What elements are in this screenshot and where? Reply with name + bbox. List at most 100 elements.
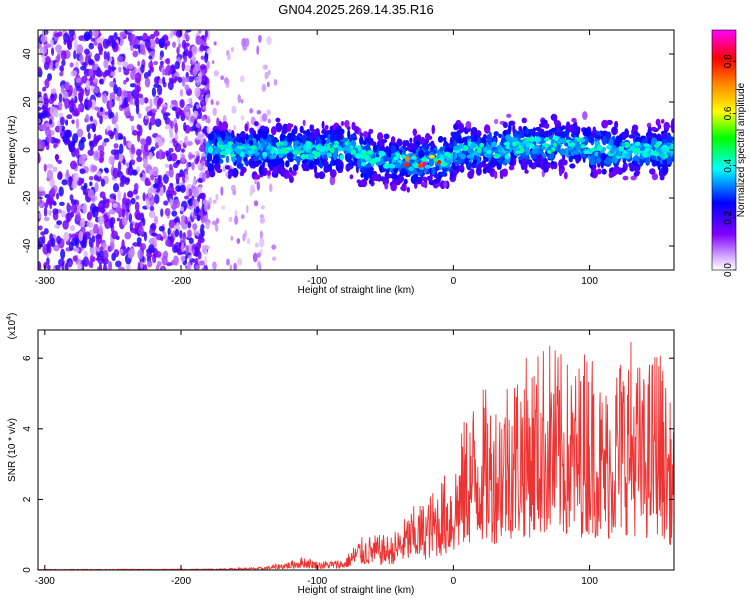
heatmap-cell — [194, 86, 201, 98]
heatmap-cell — [48, 119, 53, 125]
heatmap-cell — [404, 139, 410, 147]
heatmap-cell — [184, 195, 190, 200]
heatmap-cell — [204, 202, 209, 212]
heatmap-cell — [296, 156, 301, 166]
heatmap-cell — [252, 188, 255, 193]
heatmap-cell — [200, 224, 205, 230]
heatmap-cell — [199, 143, 205, 152]
heatmap-cell — [324, 125, 329, 130]
heatmap-cell — [72, 133, 79, 144]
heatmap-cell — [102, 38, 110, 50]
heatmap-cell — [651, 137, 658, 146]
heatmap-cell — [634, 141, 641, 147]
heatmap-cell — [80, 185, 85, 191]
heatmap-cell — [582, 111, 588, 120]
heatmap-cell — [518, 125, 523, 132]
heatmap-cell — [70, 70, 78, 77]
heatmap-cell — [329, 125, 333, 134]
heatmap-cell — [191, 45, 198, 55]
heatmap-cell — [71, 233, 78, 239]
heatmap-cell — [571, 117, 577, 123]
heatmap-cell — [70, 97, 75, 109]
heatmap-cell — [267, 118, 271, 124]
heatmap-cell — [146, 252, 153, 258]
heatmap-cell — [65, 169, 70, 178]
heatmap-cell — [472, 159, 478, 164]
heatmap-cell — [57, 173, 62, 180]
heatmap-cell — [621, 142, 626, 148]
heatmap-cell — [40, 231, 46, 236]
heatmap-cell — [319, 134, 326, 141]
heatmap-cell — [601, 168, 607, 175]
heatmap-cell — [92, 64, 98, 71]
heatmap-cell — [605, 156, 612, 165]
heatmap-cell — [351, 149, 357, 155]
heatmap-cell — [152, 254, 157, 264]
heatmap-cell — [148, 55, 153, 60]
heatmap-cell — [559, 138, 567, 144]
heatmap-cell — [38, 212, 42, 219]
heatmap-cell — [74, 96, 78, 104]
heatmap-cell — [50, 237, 56, 248]
heatmap-cell — [443, 137, 447, 142]
heatmap-cell — [380, 138, 388, 144]
heatmap-cell — [153, 76, 160, 85]
heatmap-cell — [378, 150, 386, 157]
heatmap-cell — [388, 157, 392, 164]
heatmap-cell — [508, 165, 515, 171]
heatmap-cell — [213, 41, 217, 46]
heatmap-cell — [235, 148, 242, 155]
heatmap-cell — [154, 118, 162, 127]
heatmap-cell — [194, 257, 199, 265]
heatmap-cell — [242, 44, 248, 51]
heatmap-cell — [83, 231, 91, 240]
heatmap-cell — [211, 220, 218, 226]
heatmap-cell — [246, 204, 249, 214]
heatmap-cell — [122, 91, 129, 97]
heatmap-cell — [360, 172, 364, 178]
heatmap-cell — [221, 205, 226, 210]
heatmap-cell — [651, 173, 658, 181]
heatmap-cell — [543, 122, 550, 129]
heatmap-cell — [173, 218, 179, 223]
heatmap-cell — [184, 174, 190, 183]
heatmap-cell — [139, 96, 145, 106]
heatmap-cell — [293, 125, 298, 135]
heatmap-cell — [173, 199, 181, 209]
heatmap-cell — [68, 84, 73, 95]
heatmap-cell — [119, 143, 124, 155]
heatmap-cell — [118, 152, 123, 163]
heatmap-cell — [280, 166, 286, 176]
heatmap-cell — [77, 103, 82, 110]
heatmap-cell — [71, 110, 79, 117]
heatmap-cell — [123, 97, 129, 107]
heatmap-cell — [340, 120, 345, 127]
heatmap-cell — [103, 138, 110, 143]
y-tick-label: 4 — [22, 426, 33, 432]
heatmap-cell — [423, 168, 429, 174]
heatmap-cell — [110, 149, 118, 156]
heatmap-cell — [191, 208, 194, 217]
heatmap-cell — [286, 123, 294, 129]
heatmap-cell — [410, 174, 417, 184]
heatmap-cell — [200, 115, 206, 122]
heatmap-cell — [151, 87, 157, 97]
heatmap-cell — [123, 192, 127, 204]
heatmap-cell — [108, 155, 115, 165]
heatmap-cell — [204, 30, 208, 38]
heatmap-cell — [243, 156, 248, 162]
heatmap-cell — [658, 152, 666, 158]
heatmap-cell — [288, 157, 294, 163]
heatmap-cell — [143, 264, 148, 270]
heatmap-cell — [541, 145, 546, 150]
heatmap-cell — [160, 266, 165, 270]
heatmap-cell — [253, 174, 261, 180]
heatmap-cell — [614, 120, 619, 129]
heatmap-cell — [218, 141, 224, 146]
heatmap-cell — [362, 131, 369, 139]
heatmap-cell — [153, 61, 159, 66]
heatmap-cell — [96, 70, 104, 78]
heatmap-cell — [50, 187, 56, 198]
heatmap-cell — [529, 136, 536, 143]
heatmap-cell — [89, 247, 97, 256]
